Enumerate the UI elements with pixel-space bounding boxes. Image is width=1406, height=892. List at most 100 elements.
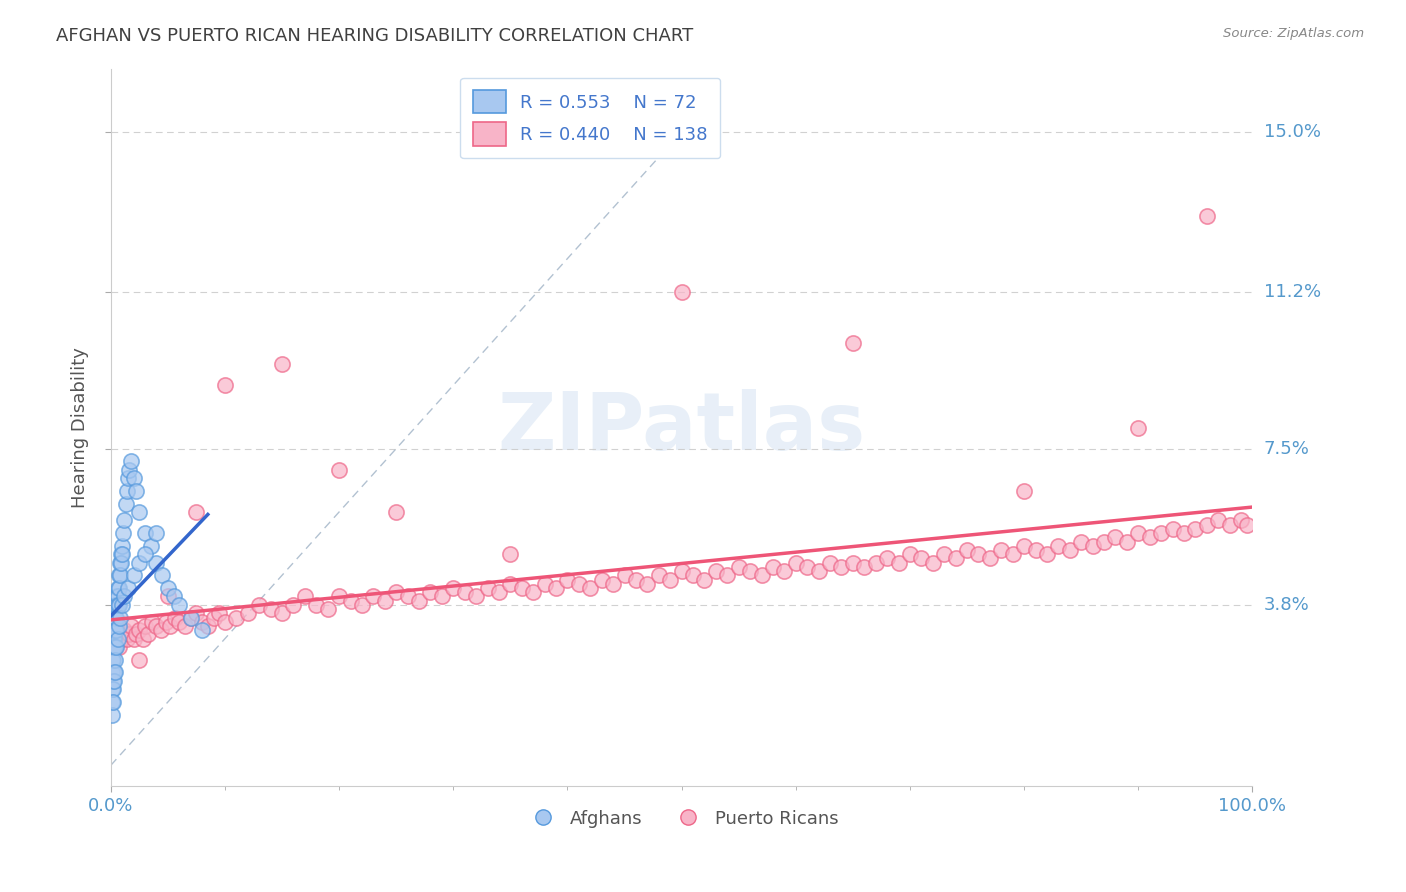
Point — [114, 590, 136, 604]
Point — [727, 560, 749, 574]
Point — [510, 581, 533, 595]
Point — [979, 551, 1001, 566]
Point — [430, 590, 453, 604]
Point — [796, 560, 818, 574]
Point — [104, 598, 127, 612]
Point — [111, 547, 134, 561]
Point — [636, 576, 658, 591]
Point — [499, 547, 522, 561]
Point — [101, 624, 124, 638]
Point — [104, 653, 127, 667]
Point — [108, 568, 131, 582]
Point — [396, 590, 419, 604]
Point — [103, 624, 125, 638]
Point — [174, 619, 197, 633]
Point — [108, 556, 131, 570]
Point — [385, 585, 408, 599]
Point — [104, 665, 127, 680]
Point — [107, 568, 129, 582]
Point — [316, 602, 339, 616]
Text: ZIPatlas: ZIPatlas — [498, 389, 866, 467]
Point — [111, 598, 134, 612]
Point — [956, 543, 979, 558]
Point — [704, 564, 727, 578]
Point — [1161, 522, 1184, 536]
Point — [259, 602, 281, 616]
Point — [104, 624, 127, 638]
Point — [247, 598, 270, 612]
Point — [1081, 539, 1104, 553]
Point — [155, 615, 177, 629]
Point — [945, 551, 967, 566]
Point — [128, 505, 150, 519]
Point — [105, 632, 128, 646]
Point — [156, 590, 179, 604]
Text: 11.2%: 11.2% — [1264, 284, 1320, 301]
Point — [115, 632, 138, 646]
Text: Source: ZipAtlas.com: Source: ZipAtlas.com — [1223, 27, 1364, 40]
Point — [591, 573, 613, 587]
Point — [169, 598, 191, 612]
Point — [111, 632, 134, 646]
Point — [134, 619, 156, 633]
Point — [785, 556, 807, 570]
Point — [842, 556, 865, 570]
Point — [101, 632, 124, 646]
Point — [120, 454, 142, 468]
Text: 15.0%: 15.0% — [1264, 123, 1320, 141]
Point — [132, 632, 155, 646]
Point — [180, 610, 202, 624]
Point — [990, 543, 1012, 558]
Point — [1012, 539, 1035, 553]
Point — [374, 593, 396, 607]
Point — [214, 378, 236, 392]
Point — [114, 624, 136, 638]
Point — [141, 615, 163, 629]
Point — [544, 581, 567, 595]
Point — [568, 576, 591, 591]
Point — [465, 590, 488, 604]
Point — [150, 568, 173, 582]
Point — [105, 624, 128, 638]
Point — [328, 590, 350, 604]
Point — [120, 619, 142, 633]
Point — [180, 610, 202, 624]
Point — [107, 598, 129, 612]
Point — [202, 610, 225, 624]
Point — [671, 285, 693, 300]
Point — [108, 610, 131, 624]
Point — [1104, 530, 1126, 544]
Point — [853, 560, 876, 574]
Point — [887, 556, 910, 570]
Point — [1173, 526, 1195, 541]
Point — [225, 610, 247, 624]
Point — [214, 615, 236, 629]
Point — [294, 590, 316, 604]
Point — [101, 653, 124, 667]
Point — [128, 556, 150, 570]
Point — [114, 513, 136, 527]
Point — [1059, 543, 1081, 558]
Point — [671, 564, 693, 578]
Point — [682, 568, 704, 582]
Point — [818, 556, 841, 570]
Point — [191, 615, 214, 629]
Point — [1195, 210, 1218, 224]
Point — [104, 640, 127, 654]
Y-axis label: Hearing Disability: Hearing Disability — [72, 347, 89, 508]
Point — [103, 632, 125, 646]
Point — [762, 560, 785, 574]
Point — [876, 551, 898, 566]
Point — [107, 581, 129, 595]
Point — [408, 593, 430, 607]
Point — [1128, 420, 1150, 434]
Point — [454, 585, 477, 599]
Point — [1195, 517, 1218, 532]
Point — [110, 547, 132, 561]
Point — [921, 556, 943, 570]
Point — [117, 581, 139, 595]
Point — [1206, 513, 1229, 527]
Point — [477, 581, 499, 595]
Point — [105, 598, 128, 612]
Point — [1128, 526, 1150, 541]
